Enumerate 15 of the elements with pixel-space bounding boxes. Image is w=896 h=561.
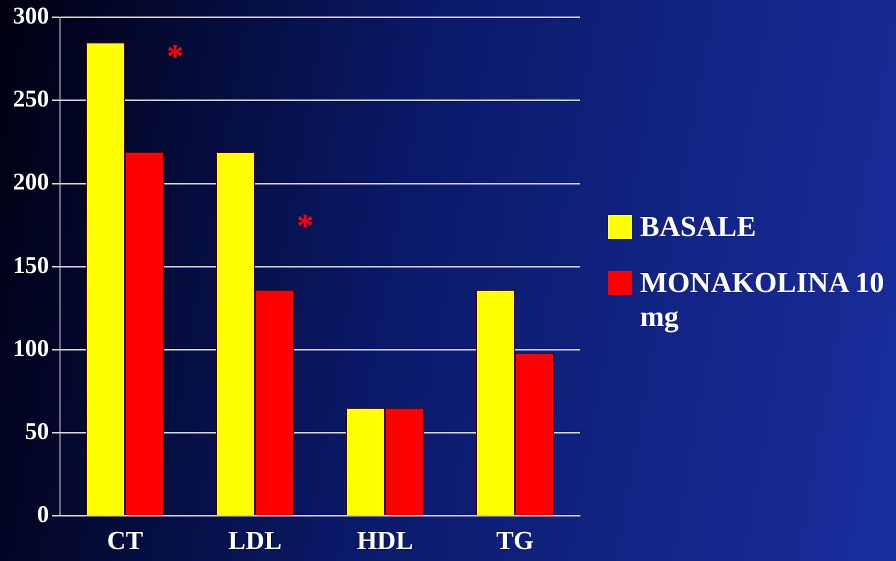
y-tick-label: 50 <box>25 418 49 445</box>
x-tick-label: CT <box>106 526 144 556</box>
x-tick-label: TG <box>496 526 534 556</box>
x-tick-label: LDL <box>228 526 282 556</box>
legend-label: BASALE <box>640 210 756 244</box>
y-tick-label: 250 <box>13 86 49 113</box>
legend-label: MONAKOLINA 10 mg <box>640 266 886 334</box>
annotation: * <box>296 208 314 245</box>
y-tick-label: 0 <box>37 502 49 528</box>
x-tick-label: HDL <box>356 526 414 556</box>
annotation: * <box>166 38 184 76</box>
y-tick-label: 100 <box>13 336 49 362</box>
y-tick-label: 150 <box>13 252 49 279</box>
y-tick-label: 300 <box>13 4 49 30</box>
y-tick-label: 200 <box>13 170 49 196</box>
